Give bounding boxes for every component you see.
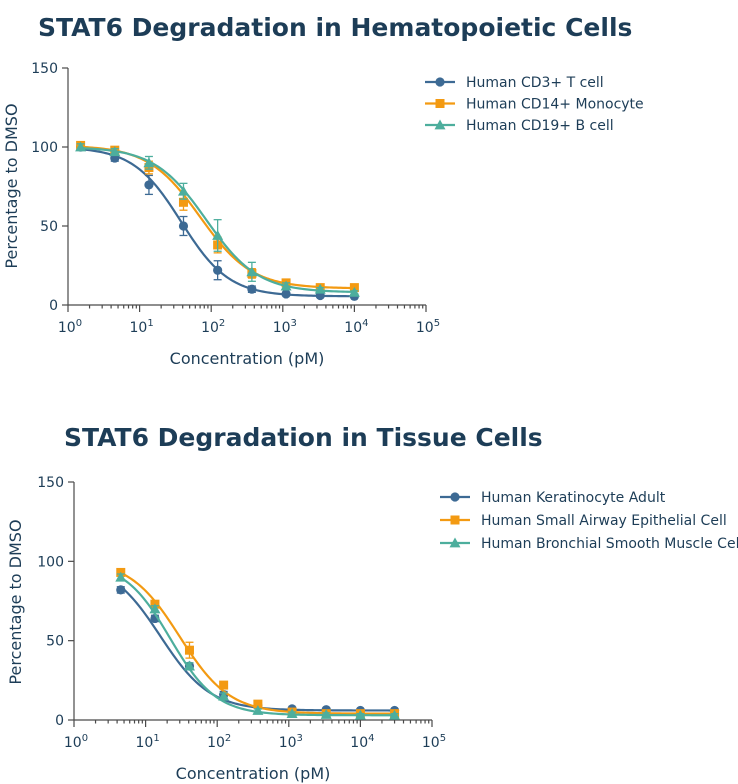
y-axis-title: Percentage to DMSO [6, 519, 25, 684]
legend-label: Human Small Airway Epithelial Cell [481, 513, 727, 529]
data-point [143, 157, 155, 168]
series-2 [116, 567, 400, 719]
chart-title: STAT6 Degradation in Tissue Cells [64, 423, 543, 452]
data-point [184, 645, 194, 655]
data-point [253, 699, 263, 709]
data-point [177, 185, 189, 196]
data-point [286, 708, 298, 719]
legend-item: Human CD14+ Monocyte [425, 97, 644, 113]
data-point [144, 180, 154, 190]
data-point [183, 660, 195, 671]
x-tick-label: 104 [350, 733, 374, 751]
y-tick-label: 50 [40, 219, 58, 235]
legend-item: Human Bronchial Smooth Muscle Cell [440, 536, 738, 552]
y-tick-label: 100 [37, 554, 64, 570]
data-point [149, 603, 161, 614]
data-point [348, 286, 360, 297]
legend-item: Human CD3+ T cell [425, 75, 604, 91]
data-point [246, 266, 258, 277]
y-tick-label: 0 [49, 298, 58, 314]
x-tick-label: 105 [422, 733, 446, 751]
data-point [213, 265, 223, 275]
legend-marker [435, 77, 445, 87]
data-point [178, 221, 189, 231]
x-tick-label: 100 [58, 318, 82, 336]
y-tick-label: 150 [31, 61, 58, 77]
y-tick-label: 150 [37, 475, 64, 491]
x-tick-label: 102 [207, 733, 231, 751]
data-point [252, 704, 264, 715]
x-axis-title: Concentration (pM) [170, 349, 325, 368]
data-point [247, 284, 257, 294]
x-tick-label: 105 [416, 318, 440, 336]
data-point [320, 708, 332, 719]
y-tick-label: 100 [31, 140, 58, 156]
series-fit-line [120, 571, 395, 715]
y-axis-title: Percentage to DMSO [2, 103, 21, 268]
legend-item: Human CD19+ B cell [425, 118, 614, 134]
data-point [178, 197, 188, 207]
x-tick-label: 102 [201, 318, 225, 336]
x-tick-label: 104 [344, 318, 368, 336]
plot-area: 0 50 100 150 100 101 102 103 104 105 [31, 61, 440, 336]
series-3 [75, 141, 360, 297]
legend-label: Human CD19+ B cell [466, 118, 614, 134]
data-point [389, 709, 401, 720]
series-1 [76, 142, 359, 301]
data-point [218, 690, 230, 701]
data-point [115, 571, 127, 582]
legend-marker [449, 537, 461, 548]
legend-label: Human CD14+ Monocyte [466, 97, 644, 113]
legend-item: Human Small Airway Epithelial Cell [440, 513, 727, 529]
legend-marker [435, 99, 445, 108]
data-point [219, 680, 229, 690]
series-fit-line [120, 576, 395, 717]
x-tick-label: 100 [64, 733, 88, 751]
x-tick-label: 101 [135, 733, 159, 751]
data-point [280, 280, 292, 291]
legend-item: Human Keratinocyte Adult [440, 490, 666, 506]
x-tick-label: 103 [273, 318, 297, 336]
x-tick-label: 103 [279, 733, 303, 751]
data-point [212, 229, 224, 240]
legend-marker [450, 492, 460, 502]
y-tick-label: 0 [55, 713, 64, 729]
data-point [314, 283, 326, 294]
x-axis-title: Concentration (pM) [176, 764, 331, 783]
legend-label: Human Keratinocyte Adult [481, 490, 666, 506]
series-fit-line [120, 585, 395, 712]
plot-area: 0 50 100 150 100 101 102 103 104 105 [37, 475, 446, 751]
legend-marker [450, 515, 460, 525]
y-tick-label: 50 [46, 634, 64, 650]
data-point [109, 146, 121, 157]
legend-marker [434, 119, 446, 130]
legend: Human Keratinocyte Adult Human Small Airw… [440, 490, 738, 552]
x-tick-label: 101 [129, 318, 153, 336]
series-3 [115, 571, 401, 720]
data-point [281, 289, 291, 299]
data-point [354, 709, 366, 720]
chart-tissue: STAT6 Degradation in Tissue Cells Concen… [6, 423, 738, 783]
chart-title: STAT6 Degradation in Hematopoietic Cells [38, 13, 632, 42]
data-point [75, 141, 87, 152]
legend: Human CD3+ T cell Human CD14+ Monocyte Hum… [425, 75, 644, 134]
data-point [116, 585, 126, 595]
legend-label: Human CD3+ T cell [466, 75, 604, 91]
legend-label: Human Bronchial Smooth Muscle Cell [481, 536, 738, 552]
chart-hematopoietic: STAT6 Degradation in Hematopoietic Cells… [2, 13, 644, 368]
